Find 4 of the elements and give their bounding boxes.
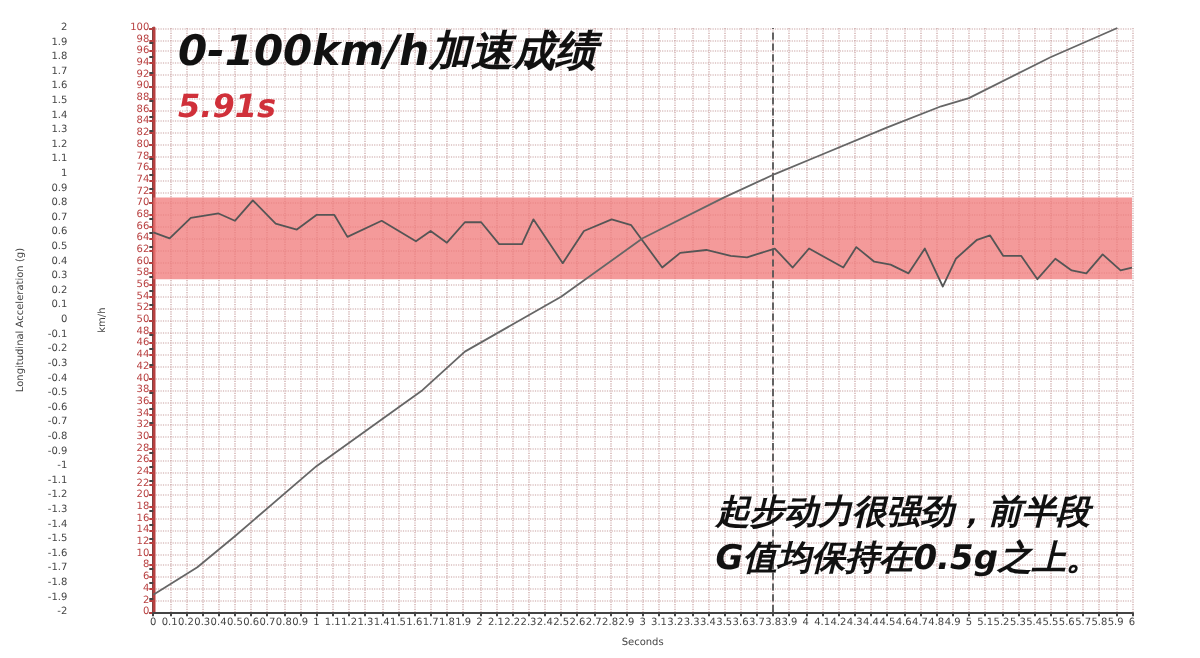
line-series (152, 27, 1119, 596)
chart-title: 0-100km/h加速成绩 (178, 27, 604, 75)
text: 5.91s (178, 87, 276, 125)
annotation: 起步动力很强劲，前半段 G值均保持在0.5g之上。 (713, 493, 1101, 579)
